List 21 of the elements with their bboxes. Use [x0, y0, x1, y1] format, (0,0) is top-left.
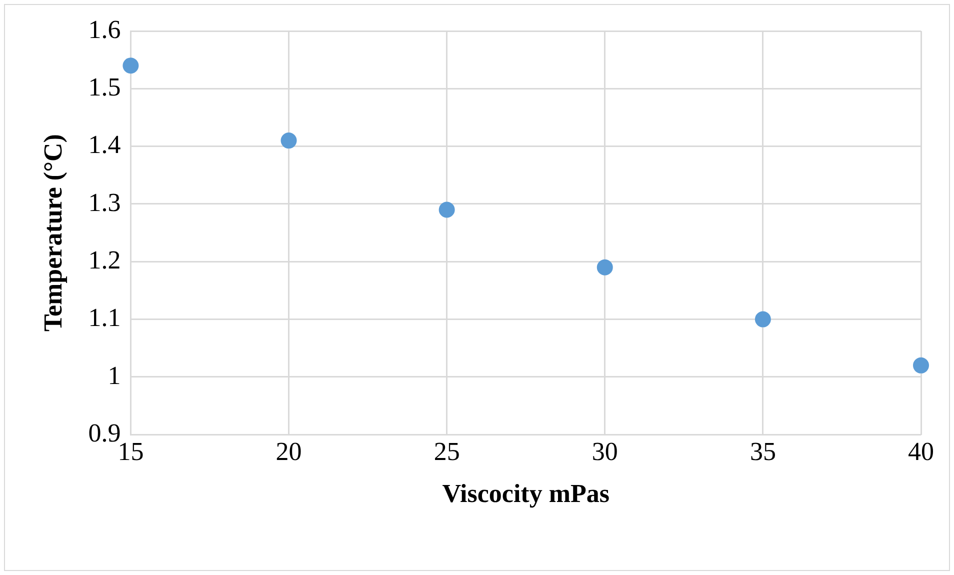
point	[596, 259, 613, 276]
point	[913, 357, 929, 374]
y-tick-label: 1.2	[88, 245, 121, 274]
y-tick-label: 1.5	[88, 72, 121, 102]
point	[280, 132, 297, 149]
y-axis-title: Temperature (°C)	[38, 134, 68, 332]
y-tick-label: 0.9	[88, 418, 121, 448]
x-tick-label: 20	[276, 437, 302, 466]
x-tick-label: 25	[434, 437, 460, 466]
x-tick-label: 35	[750, 437, 776, 466]
y-tick-label: 1.4	[88, 130, 121, 160]
y-tick-label: 1	[108, 360, 121, 390]
point	[122, 58, 139, 74]
point	[754, 311, 771, 328]
point	[438, 202, 455, 218]
x-axis-title: Viscocity mPas	[442, 479, 610, 508]
y-tick-label: 1.3	[88, 188, 121, 217]
x-tick-label: 40	[908, 437, 934, 466]
x-tick-label: 30	[592, 437, 618, 466]
y-tick-label: 1.1	[88, 303, 121, 332]
y-tick-label: 1.6	[88, 14, 121, 44]
